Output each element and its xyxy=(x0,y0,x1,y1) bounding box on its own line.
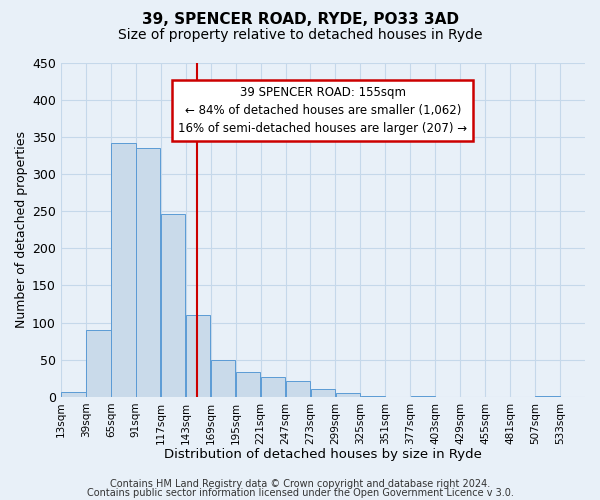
Text: Size of property relative to detached houses in Ryde: Size of property relative to detached ho… xyxy=(118,28,482,42)
Bar xyxy=(311,390,335,397)
Text: Contains public sector information licensed under the Open Government Licence v : Contains public sector information licen… xyxy=(86,488,514,498)
Y-axis label: Number of detached properties: Number of detached properties xyxy=(15,131,28,328)
Bar xyxy=(261,377,285,397)
Bar xyxy=(410,396,435,397)
Bar xyxy=(61,392,86,397)
Bar xyxy=(186,315,211,397)
Bar xyxy=(236,372,260,397)
X-axis label: Distribution of detached houses by size in Ryde: Distribution of detached houses by size … xyxy=(164,448,482,461)
Bar xyxy=(136,148,160,397)
Bar xyxy=(335,393,360,397)
Bar xyxy=(211,360,235,397)
Text: Contains HM Land Registry data © Crown copyright and database right 2024.: Contains HM Land Registry data © Crown c… xyxy=(110,479,490,489)
Bar xyxy=(86,330,110,397)
Bar xyxy=(111,142,136,397)
Bar xyxy=(286,380,310,397)
Text: 39 SPENCER ROAD: 155sqm
← 84% of detached houses are smaller (1,062)
16% of semi: 39 SPENCER ROAD: 155sqm ← 84% of detache… xyxy=(178,86,467,135)
Bar xyxy=(361,396,385,397)
Bar xyxy=(535,396,560,397)
Text: 39, SPENCER ROAD, RYDE, PO33 3AD: 39, SPENCER ROAD, RYDE, PO33 3AD xyxy=(142,12,458,28)
Bar xyxy=(161,214,185,397)
